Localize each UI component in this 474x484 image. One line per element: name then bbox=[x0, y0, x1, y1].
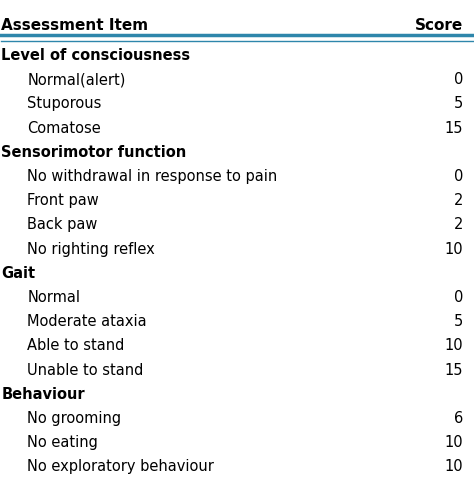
Text: 10: 10 bbox=[445, 459, 463, 474]
Text: Unable to stand: Unable to stand bbox=[27, 363, 144, 378]
Text: Normal: Normal bbox=[27, 290, 80, 305]
Text: 15: 15 bbox=[445, 121, 463, 136]
Text: 2: 2 bbox=[454, 217, 463, 232]
Text: 10: 10 bbox=[445, 435, 463, 450]
Text: Able to stand: Able to stand bbox=[27, 338, 125, 353]
Text: 5: 5 bbox=[454, 96, 463, 111]
Text: Comatose: Comatose bbox=[27, 121, 101, 136]
Text: No exploratory behaviour: No exploratory behaviour bbox=[27, 459, 214, 474]
Text: 0: 0 bbox=[454, 290, 463, 305]
Text: No righting reflex: No righting reflex bbox=[27, 242, 155, 257]
Text: Stuporous: Stuporous bbox=[27, 96, 102, 111]
Text: Front paw: Front paw bbox=[27, 193, 99, 208]
Text: Moderate ataxia: Moderate ataxia bbox=[27, 314, 147, 329]
Text: 0: 0 bbox=[454, 72, 463, 87]
Text: 2: 2 bbox=[454, 193, 463, 208]
Text: No withdrawal in response to pain: No withdrawal in response to pain bbox=[27, 169, 278, 184]
Text: Sensorimotor function: Sensorimotor function bbox=[1, 145, 187, 160]
Text: Assessment Item: Assessment Item bbox=[1, 18, 148, 33]
Text: 0: 0 bbox=[454, 169, 463, 184]
Text: No eating: No eating bbox=[27, 435, 98, 450]
Text: Gait: Gait bbox=[1, 266, 36, 281]
Text: 6: 6 bbox=[454, 411, 463, 426]
Text: 10: 10 bbox=[445, 242, 463, 257]
Text: Behaviour: Behaviour bbox=[1, 387, 85, 402]
Text: 10: 10 bbox=[445, 338, 463, 353]
Text: Back paw: Back paw bbox=[27, 217, 98, 232]
Text: No grooming: No grooming bbox=[27, 411, 121, 426]
Text: 5: 5 bbox=[454, 314, 463, 329]
Text: Level of consciousness: Level of consciousness bbox=[1, 48, 191, 63]
Text: Score: Score bbox=[415, 18, 463, 33]
Text: 15: 15 bbox=[445, 363, 463, 378]
Text: Normal(alert): Normal(alert) bbox=[27, 72, 126, 87]
